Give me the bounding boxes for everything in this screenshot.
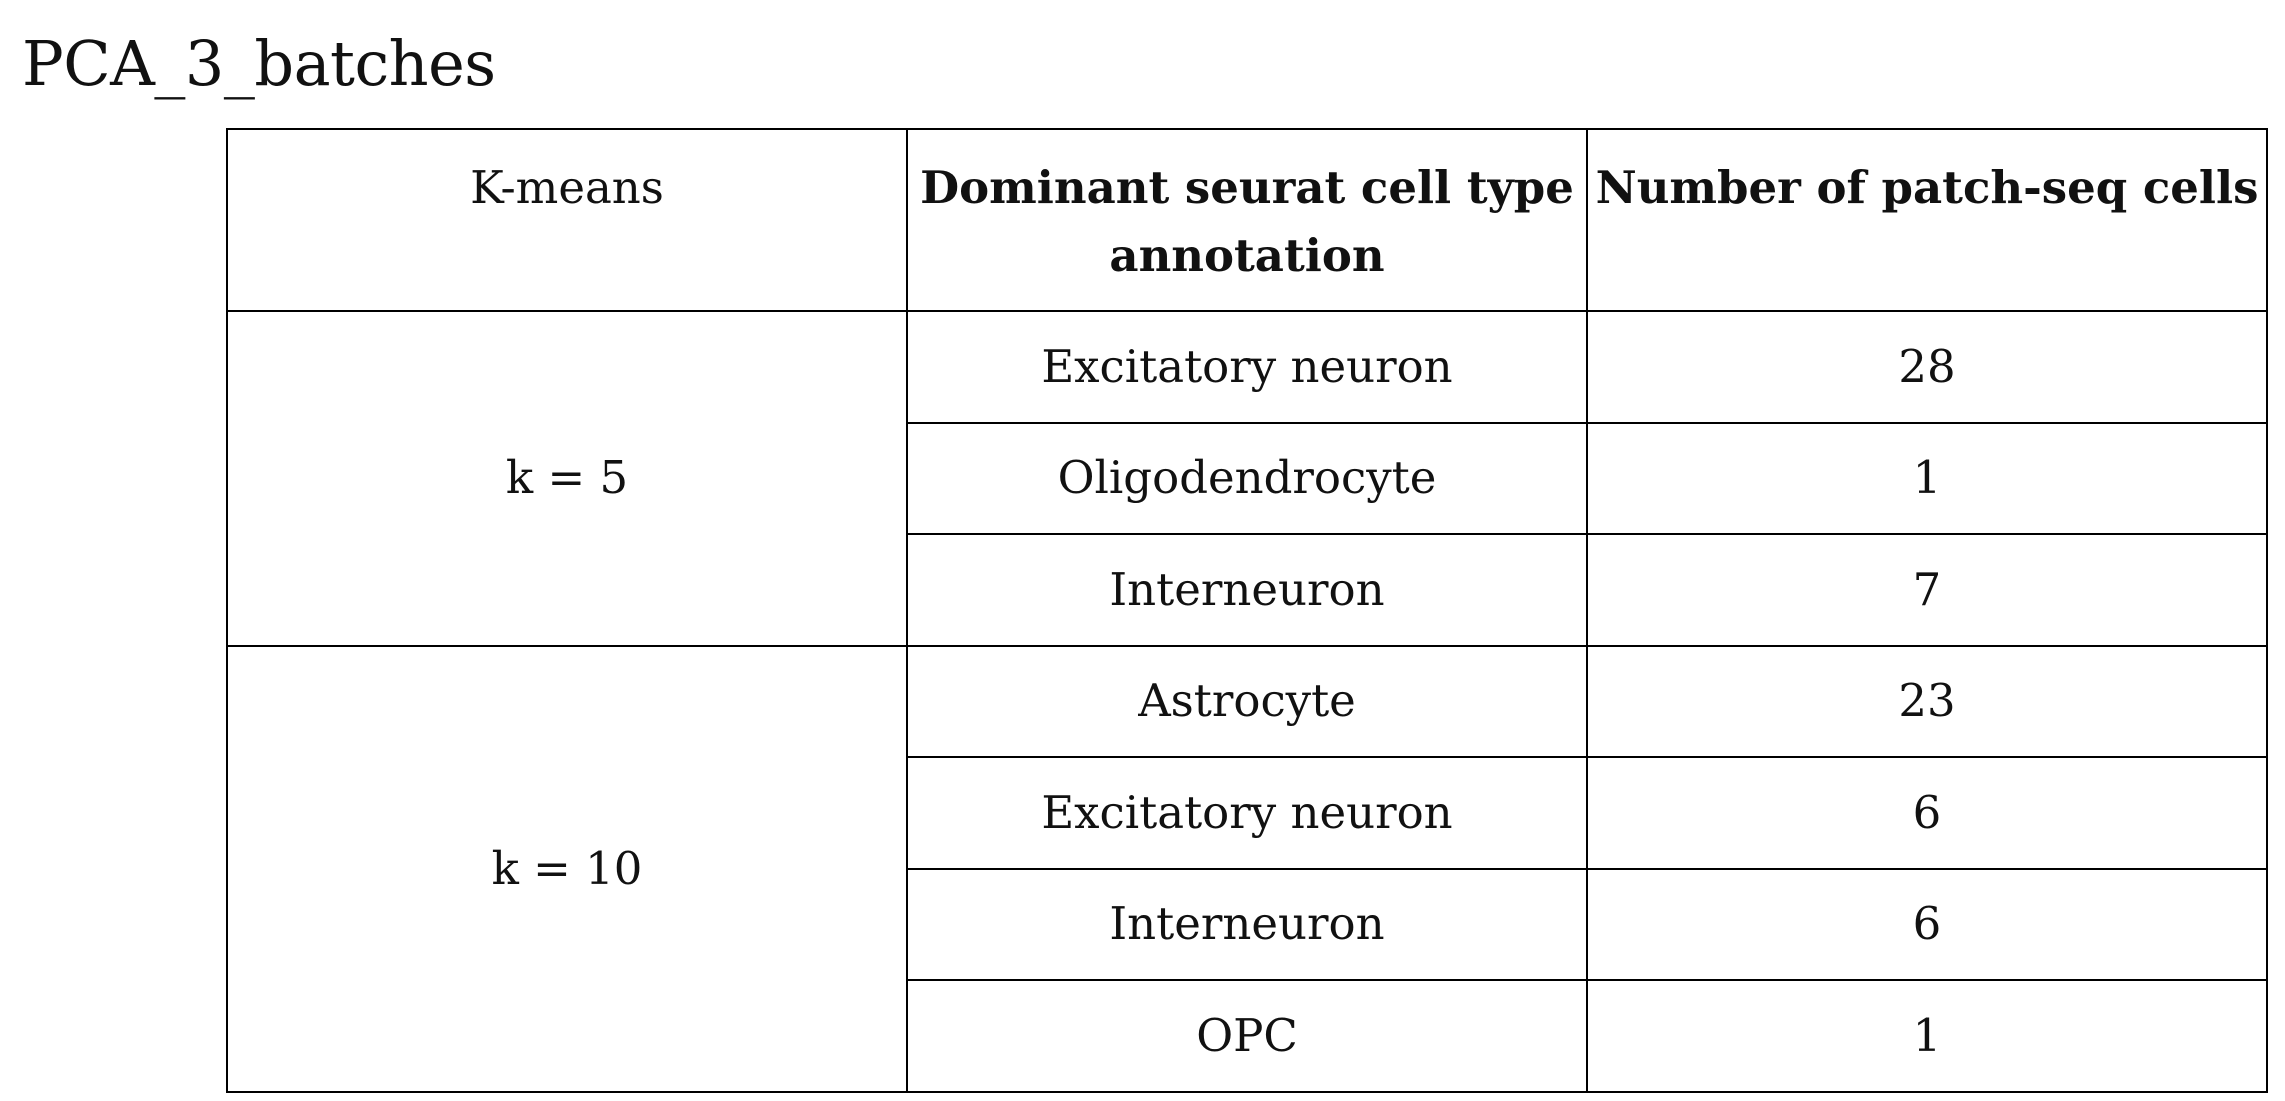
table-row: Oligodendrocyte 1 [227,421,2268,535]
table-body: k = 5 Excitatory neuron 28 Oligodendrocy… [226,310,2268,1093]
document-title: PCA_3_batches [22,27,496,100]
cell-type: Excitatory neuron [906,310,1588,424]
header-row: K-means Dominant seurat cell type annota… [226,128,2268,312]
table-header: K-means Dominant seurat cell type annota… [226,128,2268,312]
header-cell-type: Dominant seurat cell type annotation [906,128,1588,312]
group-label-k5: k = 5 [226,310,908,647]
table-row: k = 10 Astrocyte 23 [226,644,2268,1093]
cell-type: Astrocyte [906,644,1588,758]
group-label-k10: k = 10 [226,644,908,1093]
table-row: Excitatory neuron 6 [227,756,2268,870]
table-row: Interneuron 7 [227,533,2268,647]
table-row: OPC 1 [227,979,2268,1093]
cell-type: Interneuron [906,867,1588,981]
cell-count: 1 [1586,979,2268,1093]
cell-count: 7 [1586,533,2268,647]
cell-type: OPC [906,979,1588,1093]
cell-count: 6 [1586,867,2268,981]
cell-type: Interneuron [906,533,1588,647]
results-table: K-means Dominant seurat cell type annota… [226,128,2268,1093]
cell-count: 1 [1586,421,2268,535]
cell-count: 23 [1586,644,2268,758]
cell-type: Excitatory neuron [906,756,1588,870]
table-row: Interneuron 6 [227,867,2268,981]
cell-type: Oligodendrocyte [906,421,1588,535]
table-row: k = 5 Excitatory neuron 28 [226,310,2268,647]
header-kmeans: K-means [226,128,908,312]
header-cell-count: Number of patch-seq cells [1586,128,2268,312]
cell-count: 28 [1586,310,2268,424]
cell-count: 6 [1586,756,2268,870]
